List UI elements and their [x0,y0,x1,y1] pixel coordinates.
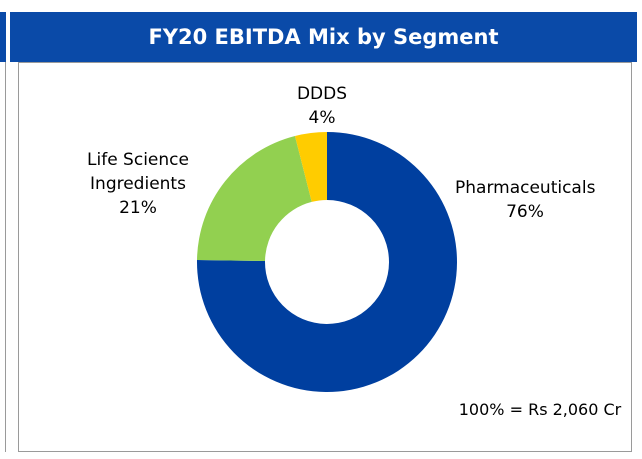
slice-value-label: 21% [119,198,157,218]
chart-title: FY20 EBITDA Mix by Segment [10,12,637,62]
slice [197,136,312,262]
annotation: 100% = Rs 2,060 Cr [458,400,622,419]
left-panel-border [5,62,6,452]
slice-label: Life Science Ingredients [87,150,189,194]
slice [197,132,458,392]
left-panel-edge [0,12,6,62]
slice-label: DDDS [296,84,348,104]
slice-value-label: 76% [506,202,544,222]
slice-label: Pharmaceuticals [455,178,596,198]
chart-frame [18,62,632,452]
slice-value-label: 4% [308,108,336,128]
slice [294,132,327,202]
